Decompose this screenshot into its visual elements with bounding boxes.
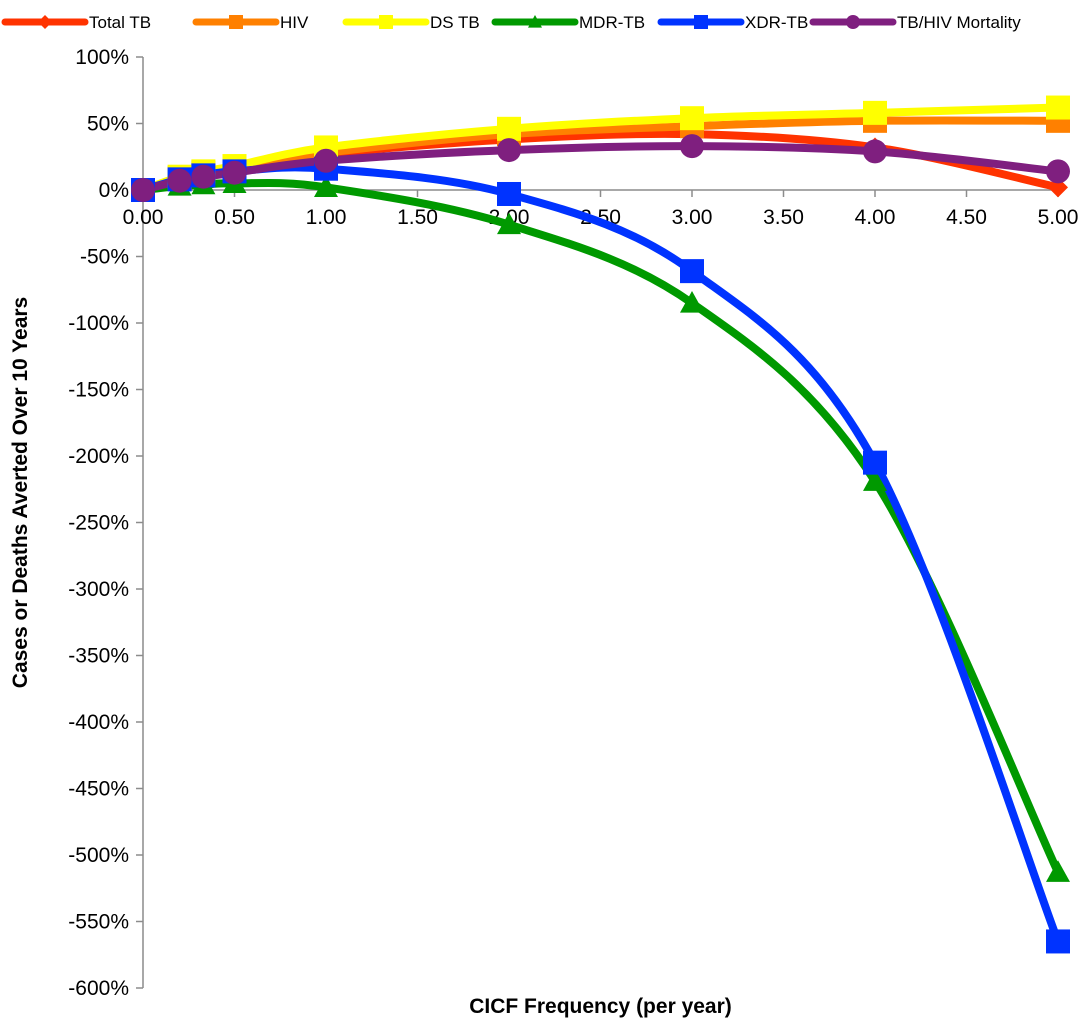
data-point-ds-tb: [1046, 95, 1070, 120]
y-tick-label: 0%: [99, 179, 129, 202]
series-line-xdr-tb: [139, 163, 1062, 946]
series-lines: [139, 103, 1062, 946]
y-tick-label: 100%: [75, 46, 129, 69]
legend-marker: [528, 15, 542, 28]
data-point-mdr-tb: [314, 175, 338, 197]
legend: Total TB HIV DS TB MDR-TB XDR-TB TB/HIV Morta…: [1, 13, 1021, 32]
data-point-ds-tb: [863, 100, 887, 125]
data-point-mdr-tb: [680, 291, 704, 313]
series-markers-xdr-tb: [131, 156, 1070, 954]
y-tick-label: -200%: [68, 445, 129, 468]
legend-marker: [229, 15, 243, 29]
series-line-mdr-tb: [139, 178, 1062, 877]
data-point-xdr-tb: [680, 259, 704, 284]
legend-marker: [694, 15, 708, 29]
data-point-mdr-tb: [497, 212, 521, 235]
legend-label: DS TB: [430, 13, 480, 32]
legend-label: Total TB: [89, 13, 151, 32]
data-point-total-tb: [1048, 177, 1068, 198]
data-point-xdr-tb: [497, 181, 521, 206]
data-point-tb-hiv-mortality: [863, 139, 887, 164]
x-tick-label: 4.00: [855, 206, 896, 229]
y-tick-label: -50%: [80, 246, 129, 269]
data-point-tb-hiv-mortality: [167, 168, 192, 193]
legend-label: TB/HIV Mortality: [897, 13, 1021, 32]
x-tick-label: 3.00: [672, 206, 713, 229]
axes: 100% 50% 0% -50% -100% -150% -200% -250% -300% -3…: [68, 46, 1078, 1000]
y-axis-ticks: 100% 50% 0% -50% -100% -150% -200% -250% -300% -3…: [68, 46, 143, 1000]
y-tick-label: -400%: [68, 711, 129, 734]
y-tick-label: -500%: [68, 844, 129, 867]
y-tick-label: -550%: [68, 911, 129, 934]
data-point-tb-hiv-mortality: [680, 134, 704, 159]
data-point-ds-tb: [497, 116, 521, 141]
data-point-xdr-tb: [863, 450, 887, 475]
data-point-tb-hiv-mortality: [497, 138, 521, 163]
series-markers-tb-hiv-mortality: [131, 134, 1070, 202]
legend-item-hiv: HIV: [192, 13, 309, 32]
data-point-xdr-tb: [1046, 929, 1070, 954]
data-point-tb-hiv-mortality: [1046, 159, 1070, 184]
data-point-tb-hiv-mortality: [131, 178, 155, 202]
y-tick-label: -300%: [68, 578, 129, 601]
y-tick-label: -100%: [68, 312, 129, 335]
data-point-mdr-tb: [1046, 860, 1070, 882]
data-point-tb-hiv-mortality: [314, 148, 338, 173]
legend-label: HIV: [280, 13, 309, 32]
x-tick-label: 5.00: [1038, 206, 1079, 229]
data-point-tb-hiv-mortality: [191, 164, 216, 189]
legend-marker: [38, 15, 52, 29]
y-tick-label: -450%: [68, 778, 129, 801]
x-tick-label: 4.50: [946, 206, 987, 229]
legend-marker: [379, 15, 393, 29]
y-tick-label: -600%: [68, 977, 129, 1000]
legend-label: MDR-TB: [579, 13, 645, 32]
legend-item-total-tb: Total TB: [1, 13, 151, 32]
legend-item-tb-hiv-mortality: TB/HIV Mortality: [809, 13, 1021, 32]
x-tick-label: 1.00: [306, 206, 347, 229]
x-tick-label: 0.00: [123, 206, 164, 229]
y-tick-label: -250%: [68, 512, 129, 535]
y-tick-label: -350%: [68, 645, 129, 668]
data-point-mdr-tb: [863, 469, 887, 491]
x-tick-label: 0.50: [214, 206, 255, 229]
legend-marker: [846, 15, 860, 29]
legend-item-xdr-tb: XDR-TB: [657, 13, 808, 32]
y-tick-label: 50%: [87, 113, 129, 136]
legend-item-mdr-tb: MDR-TB: [491, 13, 645, 32]
y-axis-title: Cases or Deaths Averted Over 10 Years: [9, 297, 32, 688]
x-tick-label: 1.50: [397, 206, 438, 229]
legend-item-ds-tb: DS TB: [342, 13, 480, 32]
data-point-ds-tb: [680, 106, 704, 131]
x-axis-title: CICF Frequency (per year): [469, 995, 732, 1018]
legend-label: XDR-TB: [745, 13, 808, 32]
x-tick-label: 3.50: [763, 206, 804, 229]
data-point-tb-hiv-mortality: [222, 160, 247, 185]
y-tick-label: -150%: [68, 379, 129, 402]
series-markers-mdr-tb: [131, 171, 1070, 882]
series-markers: [131, 95, 1070, 954]
